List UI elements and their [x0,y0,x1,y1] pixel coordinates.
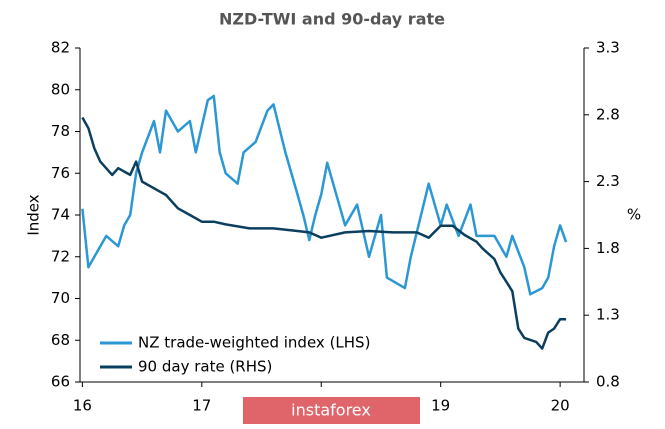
y-tick-label: 70 [51,289,70,307]
x-tick-label: 16 [73,397,92,415]
y-tick-label: 78 [51,122,70,140]
y2-tick-label: 2.8 [596,105,620,123]
legend-label: NZ trade-weighted index (LHS) [138,334,370,352]
y-tick-label: 68 [51,331,70,349]
y-tick-label: 74 [51,206,70,224]
y-tick-label: 72 [51,247,70,265]
y2-tick-label: 0.8 [596,373,620,391]
x-tick-label: 17 [192,397,211,415]
y2-tick-label: 1.8 [596,239,620,257]
x-tick-label: 20 [551,397,570,415]
y2-tick-label: 2.3 [596,172,620,190]
y-tick-label: 76 [51,164,70,182]
watermark-box [243,397,420,424]
y-tick-label: 80 [51,80,70,98]
chart-title: NZD-TWI and 90-day rate [219,10,445,29]
y2-tick-label: 3.3 [596,39,620,57]
y2-axis-label: % [627,206,641,224]
y-tick-label: 66 [51,373,70,391]
series-line [81,94,568,296]
series-line [81,116,567,350]
y-axis-label: Index [25,194,43,235]
y2-tick-label: 1.3 [596,306,620,324]
y-tick-label: 82 [51,39,70,57]
x-tick-label: 19 [431,397,450,415]
legend-label: 90 day rate (RHS) [138,358,272,376]
watermark: instaforex [291,401,371,420]
